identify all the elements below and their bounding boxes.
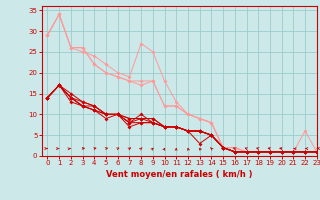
X-axis label: Vent moyen/en rafales ( km/h ): Vent moyen/en rafales ( km/h )	[106, 170, 252, 179]
